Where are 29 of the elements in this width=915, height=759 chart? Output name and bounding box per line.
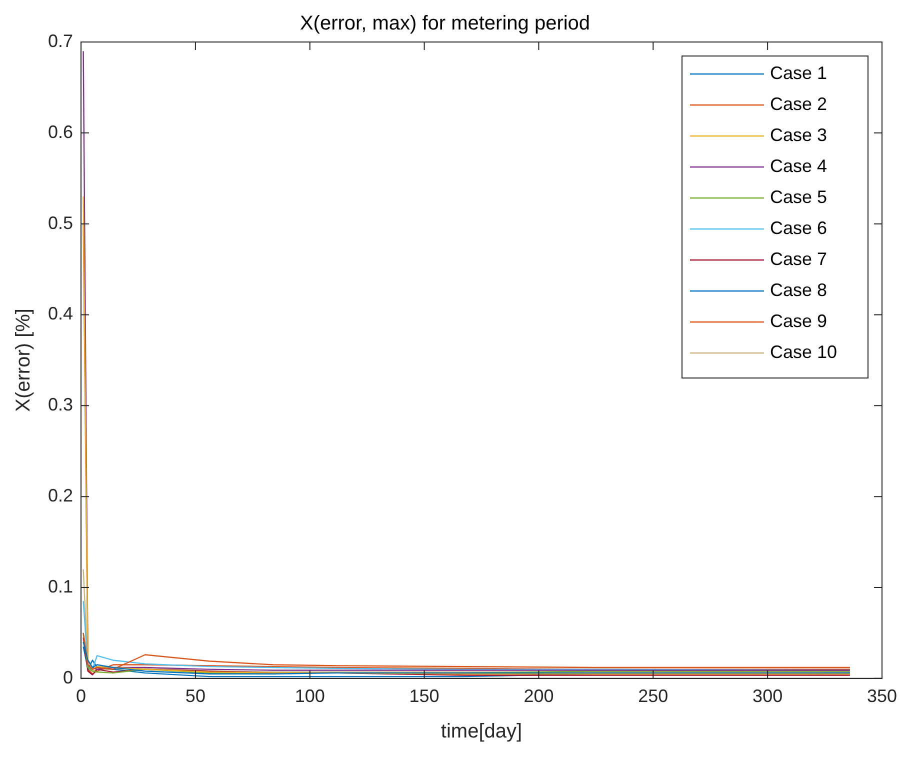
legend-label: Case 8 bbox=[770, 280, 828, 300]
y-tick-label: 0 bbox=[63, 667, 74, 688]
x-tick-label: 150 bbox=[409, 686, 440, 706]
y-axis-title: X(error) [%] bbox=[12, 308, 35, 412]
y-tick-label: 0.7 bbox=[48, 30, 74, 51]
x-axis-title: time[day] bbox=[440, 720, 522, 743]
legend-label: Case 4 bbox=[770, 156, 828, 176]
legend-label: Case 7 bbox=[770, 248, 828, 269]
legend-label: Case 9 bbox=[770, 310, 828, 331]
x-tick-label: 50 bbox=[185, 686, 206, 706]
y-tick-label: 0.5 bbox=[48, 212, 74, 233]
y-tick-label: 0.3 bbox=[48, 394, 74, 415]
x-tick-label: 0 bbox=[76, 686, 86, 706]
legend-label: Case 1 bbox=[770, 62, 828, 83]
y-tick-label: 0.4 bbox=[48, 304, 74, 324]
y-tick-label: 0.1 bbox=[48, 576, 74, 596]
x-tick-label: 250 bbox=[638, 686, 668, 706]
y-tick-label: 0.2 bbox=[48, 486, 74, 506]
x-tick-label: 200 bbox=[524, 686, 554, 706]
legend-label: Case 3 bbox=[770, 124, 828, 145]
legend-label: Case 2 bbox=[770, 94, 828, 114]
x-tick-label: 100 bbox=[294, 686, 325, 706]
y-tick-label: 0.6 bbox=[48, 122, 74, 142]
chart-title: X(error, max) for metering period bbox=[300, 12, 590, 35]
legend-label: Case 6 bbox=[770, 218, 828, 238]
legend-label: Case 5 bbox=[770, 186, 828, 207]
legend-label: Case 10 bbox=[770, 342, 838, 362]
x-tick-label: 300 bbox=[752, 686, 783, 706]
x-tick-label: 350 bbox=[866, 686, 898, 706]
